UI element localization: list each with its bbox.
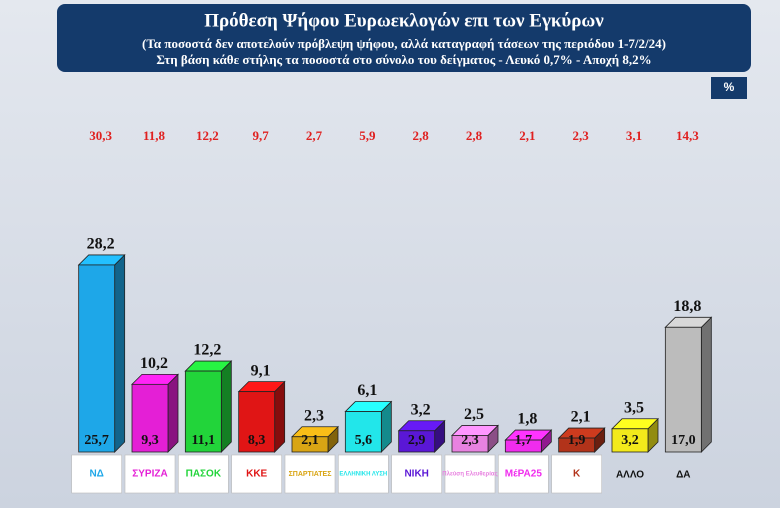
bar: [291, 436, 329, 453]
party-logo: [338, 454, 389, 494]
base-label: 2,3: [461, 433, 479, 448]
data-label: 3,2: [411, 401, 431, 418]
top-row-label: 9,7: [253, 128, 270, 143]
top-row-label: 2,1: [519, 128, 535, 143]
data-label: 9,1: [251, 362, 271, 379]
bar: [664, 326, 702, 453]
data-label: 2,3: [304, 407, 324, 424]
top-row-label: 30,3: [89, 128, 112, 143]
x-tick-label: ΠΑΣΟΚ: [186, 469, 222, 480]
data-label: 3,5: [624, 399, 644, 416]
top-row-label: 11,8: [143, 128, 166, 143]
party-logo: [71, 454, 122, 494]
bar: [558, 437, 596, 453]
base-label: 25,7: [84, 433, 109, 448]
subtitle: (Τα ποσοστά δεν αποτελούν πρόβλεψη ψήφου…: [142, 36, 666, 51]
top-row-label: 2,7: [306, 128, 323, 143]
data-label: 2,5: [464, 406, 484, 423]
x-tick-label: ΕΛΛΗΝΙΚΗ ΛΥΣΗ: [339, 472, 387, 478]
bar-side: [220, 360, 232, 453]
party-logo: [284, 454, 336, 494]
bar-side: [167, 373, 179, 453]
bar: [78, 264, 116, 453]
base-label: 3,2: [621, 433, 639, 448]
base-label: 2,9: [408, 433, 426, 448]
x-tick-label: ΑΛΛΟ: [616, 470, 644, 481]
party-logo: [178, 454, 229, 494]
x-tick-label: ΝΔ: [89, 469, 103, 480]
party-logo: [444, 454, 496, 494]
top-row-label: 2,8: [466, 128, 483, 143]
party-logo: [124, 454, 176, 494]
bar-side: [274, 380, 286, 453]
x-tick-label: ΜέΡΑ25: [505, 469, 543, 480]
data-label: 28,2: [87, 236, 115, 253]
party-logo: [231, 454, 282, 494]
bar: [184, 370, 222, 453]
base-label: 17,0: [671, 433, 696, 448]
x-tick-label: ΚΚΕ: [246, 469, 267, 480]
data-label: 6,1: [357, 382, 377, 399]
bar: [131, 383, 169, 453]
top-row-label: 12,2: [196, 128, 219, 143]
bar: [398, 430, 436, 453]
base-label: 8,3: [248, 433, 266, 448]
x-tick-label: Πλεύση Ελευθερίας: [442, 472, 497, 478]
base-label: 11,1: [191, 433, 215, 448]
header-box: [57, 4, 751, 72]
bar: [238, 391, 276, 453]
base-label: 1,9: [568, 433, 586, 448]
party-logo: [391, 454, 442, 494]
data-label: 1,8: [517, 411, 537, 428]
data-label: 2,1: [571, 409, 591, 426]
x-tick-label: ΣΥΡΙΖΑ: [132, 469, 167, 480]
x-tick-label: Κ: [573, 469, 581, 480]
bar: [344, 411, 382, 453]
base-label: 5,6: [355, 433, 373, 448]
unit-badge-label: %: [724, 80, 735, 94]
top-row-label: 14,3: [676, 128, 699, 143]
top-row-label: 2,8: [413, 128, 430, 143]
data-label: 12,2: [193, 342, 221, 359]
bar: [504, 439, 542, 453]
data-label: 10,2: [140, 355, 168, 372]
unit-badge: [711, 77, 747, 99]
data-label: 18,8: [673, 298, 701, 315]
base-label: 2,1: [301, 433, 319, 448]
top-row-label: 3,1: [626, 128, 642, 143]
top-row-label: 2,3: [573, 128, 590, 143]
base-label: 1,7: [515, 433, 533, 448]
top-row-label: 5,9: [359, 128, 376, 143]
party-logo: [551, 454, 602, 494]
bar-side: [700, 316, 712, 453]
bar: [451, 435, 489, 453]
party-logo: [498, 454, 549, 494]
chart-title: Πρόθεση Ψήφου Ευρωεκλογών επι των Εγκύρω…: [204, 10, 604, 31]
x-tick-label: ΝΙΚΗ: [404, 469, 428, 480]
subtitle: Στη βάση κάθε στήλης τα ποσοστά στο σύνο…: [156, 52, 651, 67]
x-tick-label: ΔΑ: [676, 470, 690, 481]
bar: [611, 428, 649, 453]
base-label: 9,3: [141, 433, 159, 448]
x-tick-label: ΣΠΑΡΤΙΑΤΕΣ: [289, 471, 332, 478]
bar-side: [114, 253, 126, 453]
